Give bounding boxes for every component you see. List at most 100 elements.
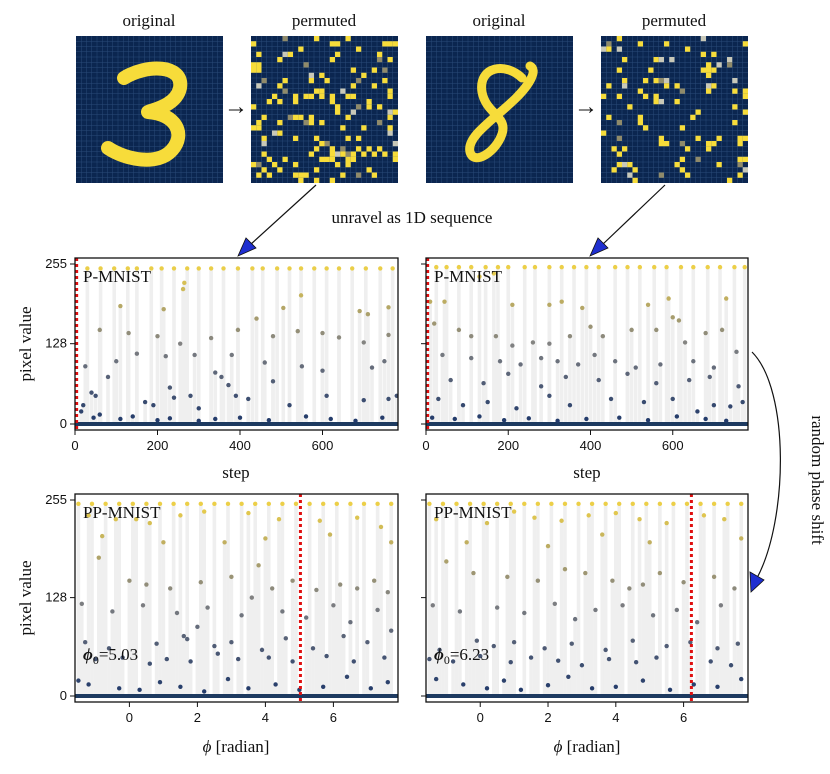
pixel-band <box>97 329 102 424</box>
pixel-point <box>542 646 547 651</box>
pixel-band <box>440 354 445 424</box>
pixel-point <box>566 674 571 679</box>
pixel-point <box>739 536 744 541</box>
pixel-point <box>664 264 669 270</box>
y-tick-label: 0 <box>60 416 67 431</box>
pixel-band <box>683 342 687 424</box>
pixel-band <box>144 584 149 696</box>
pixel-band <box>705 267 710 424</box>
x-tick-label: 0 <box>126 710 133 725</box>
pixel-band <box>246 398 251 424</box>
pixel-point <box>450 659 456 664</box>
pixel-point <box>666 296 671 301</box>
x-tick-label: 0 <box>477 710 484 725</box>
pixel-point <box>555 418 560 424</box>
pixel-point <box>98 266 103 271</box>
pixel-point <box>320 330 325 336</box>
pixel-band <box>702 515 706 696</box>
pixel-point <box>728 663 734 668</box>
pixel-band <box>281 307 286 424</box>
x-tick-label: 0 <box>71 438 78 453</box>
pixel-point <box>100 533 105 539</box>
pixel-band <box>461 684 466 696</box>
pixel-band <box>178 343 182 424</box>
pixel-band <box>256 565 261 696</box>
pixel-band <box>627 588 632 696</box>
pixel-band <box>331 605 336 696</box>
pixel-band <box>568 336 572 424</box>
pixel-point <box>361 501 367 507</box>
pixel-band <box>93 395 98 424</box>
pixel-point <box>239 613 244 618</box>
pixel-band <box>290 580 295 696</box>
pixel-point <box>93 656 98 662</box>
pixel-band <box>137 689 142 696</box>
pixel-point <box>567 333 573 339</box>
pixel-band <box>127 580 132 696</box>
pixel-point <box>167 416 173 421</box>
pixel-band <box>324 395 329 424</box>
pixel-band <box>365 642 370 696</box>
pixel-band <box>569 643 574 696</box>
pixel-point <box>215 651 220 656</box>
pixel-point <box>671 501 676 507</box>
pixel-band <box>613 361 617 424</box>
pixel-band <box>519 689 523 696</box>
x-tick-label: 600 <box>312 438 334 453</box>
pixel-band <box>260 268 265 424</box>
pixel-point <box>195 624 200 630</box>
pixel-band <box>375 503 380 696</box>
pixel-band <box>580 307 585 424</box>
pixel-band <box>263 538 268 696</box>
pixel-point <box>202 509 207 514</box>
pixel-band <box>638 267 642 424</box>
pixel-band <box>590 503 594 696</box>
pixel-point <box>559 264 564 270</box>
pixel-band <box>185 268 189 424</box>
pixel-point <box>433 676 439 682</box>
pixel-band <box>719 605 723 696</box>
pixel-point <box>202 689 207 694</box>
pixel-point <box>567 402 573 408</box>
pixel-point <box>717 264 723 270</box>
pixel-point <box>518 362 523 367</box>
pixel-point <box>205 605 210 610</box>
pixel-point <box>97 412 102 417</box>
pixel-point <box>103 501 108 507</box>
pixel-point <box>562 566 568 572</box>
pixel-point <box>569 641 574 646</box>
pixel-band <box>394 395 398 424</box>
pixel-point <box>547 302 552 307</box>
pixel-band <box>461 405 465 424</box>
pixel-band <box>518 364 523 424</box>
x-axis-label-step-2: step <box>573 463 600 482</box>
pixel-point <box>682 340 688 345</box>
pixel-band <box>641 584 645 696</box>
pixel-band <box>522 267 527 424</box>
pixel-point <box>469 355 474 361</box>
pixel-band <box>216 653 220 696</box>
pixel-band <box>328 418 333 424</box>
pixel-band <box>246 513 251 696</box>
pixel-band <box>273 684 278 696</box>
pixel-band <box>576 503 581 696</box>
pixel-point <box>134 517 139 522</box>
pixel-band <box>290 661 295 696</box>
pixel-band <box>644 503 649 696</box>
pixel-point <box>613 510 619 516</box>
pixel-point <box>328 416 333 422</box>
pixel-point <box>208 266 214 271</box>
pixel-point <box>389 501 394 507</box>
pixel-band <box>647 542 652 696</box>
pixel-point <box>722 517 727 522</box>
pixel-band <box>658 573 662 696</box>
pixel-point <box>647 540 652 545</box>
pixel-point <box>691 682 696 687</box>
pixel-band <box>600 534 605 696</box>
pixel-point <box>715 646 720 651</box>
pixel-band <box>378 268 383 424</box>
pixel-band <box>610 580 615 696</box>
pixel-band <box>141 605 145 696</box>
pixel-point <box>188 659 193 664</box>
pixel-point <box>444 559 449 564</box>
